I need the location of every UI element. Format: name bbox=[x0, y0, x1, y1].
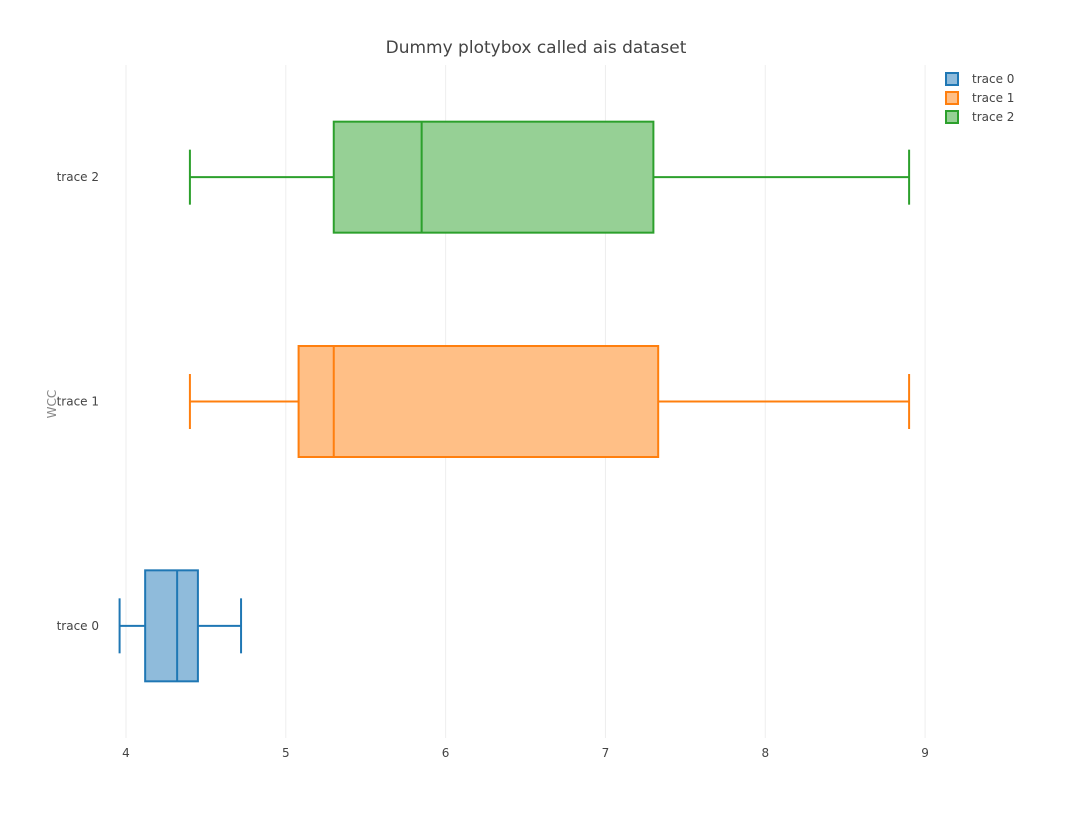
legend-item: trace 1 bbox=[945, 91, 1014, 105]
x-tick-label: 9 bbox=[921, 746, 929, 760]
box-trace-2 bbox=[188, 120, 911, 234]
x-axis: 4 5 6 7 8 9 bbox=[122, 746, 929, 760]
box-iqr bbox=[332, 120, 655, 234]
legend-label: trace 0 bbox=[972, 72, 1014, 86]
box-iqr bbox=[144, 569, 199, 683]
y-category-label: trace 2 bbox=[57, 170, 99, 184]
x-tick-label: 4 bbox=[122, 746, 130, 760]
y-axis-label: WCC bbox=[45, 390, 59, 419]
y-axis: trace 0 trace 1 trace 2 bbox=[57, 170, 99, 633]
legend-item: trace 0 bbox=[945, 72, 1014, 86]
legend-swatch bbox=[945, 110, 959, 124]
box-layer bbox=[118, 120, 911, 683]
legend-swatch bbox=[945, 91, 959, 105]
x-tick-label: 7 bbox=[602, 746, 610, 760]
legend-swatch bbox=[945, 72, 959, 86]
legend-label: trace 1 bbox=[972, 91, 1014, 105]
legend: trace 0 trace 1 trace 2 bbox=[945, 72, 1014, 124]
box-trace-1 bbox=[188, 345, 911, 458]
legend-label: trace 2 bbox=[972, 110, 1014, 124]
y-category-label: trace 0 bbox=[57, 619, 99, 633]
y-category-label: trace 1 bbox=[57, 395, 99, 409]
x-tick-label: 6 bbox=[442, 746, 450, 760]
box-trace-0 bbox=[118, 569, 243, 683]
x-tick-label: 5 bbox=[282, 746, 290, 760]
x-tick-label: 8 bbox=[761, 746, 769, 760]
box-iqr bbox=[297, 345, 660, 458]
legend-item: trace 2 bbox=[945, 110, 1014, 124]
chart-title: Dummy plotybox called ais dataset bbox=[386, 38, 687, 58]
